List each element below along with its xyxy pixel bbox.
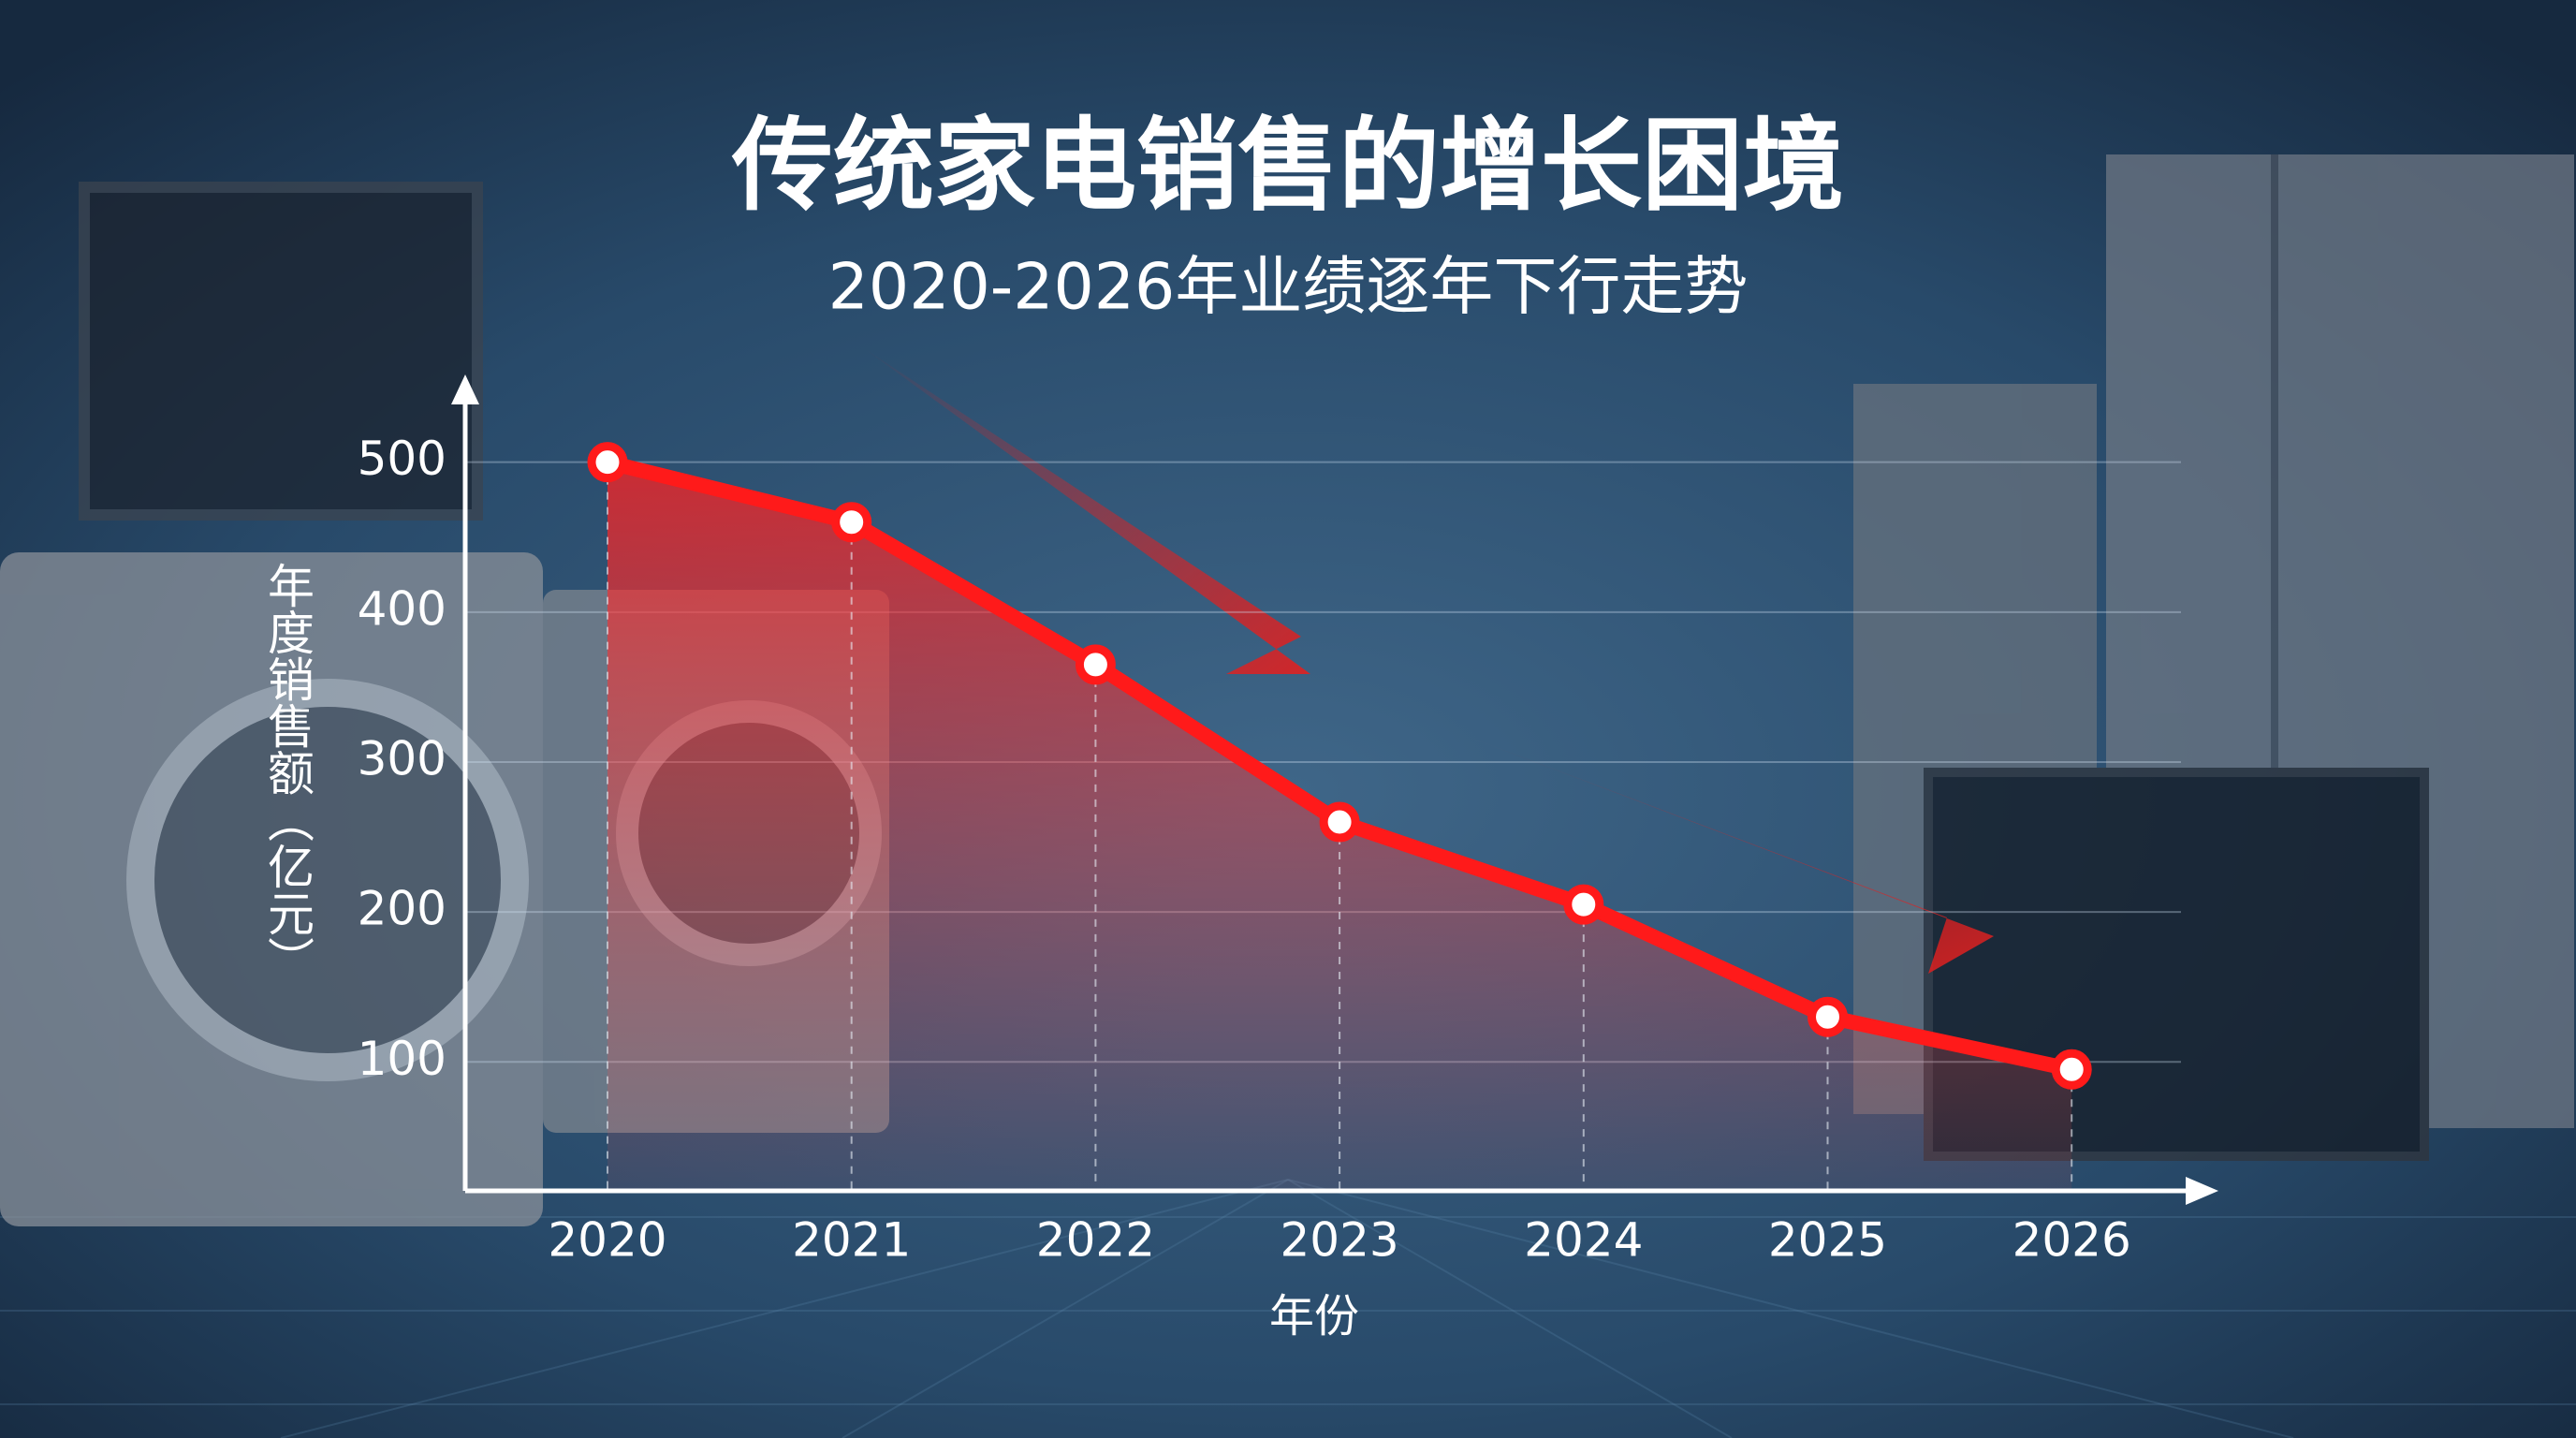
x-tick-label: 2025: [1768, 1213, 1887, 1268]
y-tick-label: 100: [358, 1032, 446, 1086]
point: [831, 502, 872, 543]
x-tick-label: 2024: [1524, 1213, 1643, 1268]
point: [1075, 644, 1116, 685]
x-tick-label: 2022: [1036, 1213, 1155, 1268]
point: [1808, 996, 1848, 1037]
trend-arrow: [1451, 730, 1994, 974]
point: [1563, 884, 1604, 925]
x-tick-label: 2026: [2012, 1213, 2131, 1268]
x-axis-label: 年份: [1269, 1290, 1359, 1343]
y-axis-arrow: [451, 374, 479, 404]
x-axis-arrow: [2186, 1177, 2218, 1205]
point: [2051, 1049, 2092, 1090]
x-tick-label: 2021: [792, 1213, 911, 1268]
x-tick-label: 2020: [548, 1213, 666, 1268]
y-tick-label: 500: [358, 432, 446, 486]
chart-title: 传统家电销售的增长困境: [731, 108, 1844, 225]
y-tick-label: 300: [358, 731, 446, 785]
y-tick-label: 400: [358, 581, 446, 636]
y-axis-label: 年度销售额（亿元）: [260, 562, 315, 983]
point: [587, 442, 628, 483]
trend-arrow: [861, 346, 1310, 674]
point: [1319, 801, 1360, 843]
x-tick-label: 2023: [1280, 1213, 1398, 1268]
chart-subtitle: 2020-2026年业绩逐年下行走势: [828, 251, 1749, 325]
y-tick-label: 200: [358, 882, 446, 936]
